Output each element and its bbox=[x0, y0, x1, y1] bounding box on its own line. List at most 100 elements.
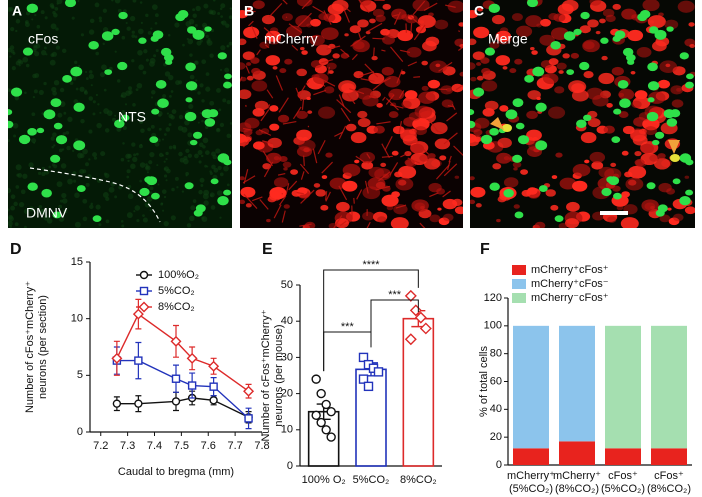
background-speck bbox=[48, 165, 52, 169]
background-speck bbox=[158, 152, 164, 158]
background-speck bbox=[105, 219, 110, 224]
background-speck bbox=[51, 163, 55, 167]
mcherry-process bbox=[349, 88, 365, 95]
background-speck bbox=[51, 145, 54, 149]
point bbox=[111, 352, 123, 364]
background-speck bbox=[195, 5, 201, 12]
mcherry-cell bbox=[406, 46, 422, 58]
background-speck bbox=[186, 223, 192, 228]
point bbox=[326, 432, 336, 442]
merge-green bbox=[512, 98, 524, 108]
mcherry-process bbox=[407, 61, 417, 67]
background-speck bbox=[216, 190, 223, 196]
mcherry-cell bbox=[267, 137, 282, 148]
merge-green bbox=[619, 98, 631, 109]
background-speck bbox=[196, 40, 202, 46]
legend-label: 5%CO₂ bbox=[158, 285, 195, 297]
y-tick-label: 40 bbox=[490, 403, 502, 415]
background-speck bbox=[55, 45, 61, 50]
mcherry-cell bbox=[259, 41, 270, 49]
merge-red bbox=[689, 43, 695, 49]
background-speck bbox=[206, 39, 211, 44]
background-speck bbox=[131, 142, 136, 147]
merge-red bbox=[618, 88, 635, 101]
x-tick-label: 7.8 bbox=[254, 440, 269, 452]
mcherry-cell bbox=[451, 83, 463, 93]
merge-red bbox=[591, 161, 604, 170]
background-speck bbox=[122, 142, 125, 145]
merge-red bbox=[579, 25, 591, 34]
mcherry-process bbox=[252, 196, 263, 202]
background-speck bbox=[63, 209, 68, 214]
cfos-nucleus bbox=[62, 74, 72, 83]
mcherry-cell bbox=[392, 125, 405, 135]
merge-red bbox=[599, 18, 606, 24]
merge-red bbox=[649, 154, 660, 162]
cfos-nucleus bbox=[22, 47, 34, 56]
merge-red bbox=[527, 187, 538, 195]
merge-red bbox=[641, 199, 659, 212]
background-speck bbox=[135, 152, 139, 156]
mcherry-process bbox=[372, 37, 385, 40]
merge-red bbox=[647, 15, 666, 29]
merge-green bbox=[614, 30, 626, 40]
mcherry-cell bbox=[344, 33, 349, 37]
merge-green bbox=[563, 31, 576, 41]
background-speck bbox=[22, 173, 28, 179]
mcherry-process bbox=[372, 47, 375, 57]
background-speck bbox=[143, 49, 148, 54]
mcherry-process bbox=[364, 180, 369, 194]
background-speck bbox=[40, 209, 47, 216]
mcherry-cell bbox=[342, 163, 361, 177]
mcherry-cell bbox=[316, 44, 332, 56]
mcherry-cell bbox=[243, 136, 252, 143]
background-speck bbox=[167, 33, 171, 37]
mcherry-cell bbox=[439, 155, 447, 161]
merge-red bbox=[654, 158, 671, 170]
merge-green bbox=[647, 97, 655, 103]
point bbox=[187, 381, 197, 390]
mcherry-cell bbox=[260, 128, 270, 135]
background-speck bbox=[56, 181, 63, 188]
merge-green bbox=[576, 119, 587, 129]
mcherry-process bbox=[364, 63, 379, 78]
mcherry-process bbox=[350, 35, 366, 47]
merge-red bbox=[513, 204, 520, 209]
mcherry-cell bbox=[245, 203, 252, 208]
merge-red bbox=[583, 70, 594, 79]
background-speck bbox=[127, 193, 134, 200]
mcherry-process bbox=[443, 132, 458, 145]
background-speck bbox=[201, 216, 208, 222]
background-speck bbox=[8, 215, 14, 222]
mcherry-process bbox=[291, 44, 299, 51]
mcherry-process bbox=[341, 4, 351, 13]
background-speck bbox=[13, 201, 18, 207]
background-speck bbox=[32, 95, 36, 99]
point bbox=[171, 374, 181, 383]
merge-red bbox=[554, 86, 565, 94]
mcherry-process bbox=[453, 145, 463, 156]
background-speck bbox=[187, 153, 193, 158]
background-speck bbox=[25, 63, 30, 68]
mcherry-process bbox=[368, 96, 376, 99]
merge-green bbox=[670, 109, 681, 118]
mcherry-process bbox=[277, 172, 286, 176]
mcherry-process bbox=[281, 192, 284, 195]
point bbox=[419, 322, 432, 335]
merge-red bbox=[634, 159, 645, 167]
mcherry-process bbox=[435, 164, 450, 180]
merge-red bbox=[583, 41, 595, 50]
mcherry-process bbox=[378, 171, 391, 182]
merge-red bbox=[566, 201, 580, 212]
mcherry-cell bbox=[404, 150, 412, 157]
merge-red bbox=[470, 186, 486, 198]
mcherry-process bbox=[385, 94, 395, 105]
merge-red bbox=[572, 180, 588, 192]
background-speck bbox=[31, 18, 34, 21]
mcherry-process bbox=[242, 139, 251, 148]
merge-green bbox=[646, 111, 659, 122]
background-speck bbox=[41, 166, 46, 171]
merge-green bbox=[515, 122, 525, 130]
cfos-nucleus bbox=[157, 98, 169, 109]
mcherry-cell bbox=[434, 138, 451, 150]
